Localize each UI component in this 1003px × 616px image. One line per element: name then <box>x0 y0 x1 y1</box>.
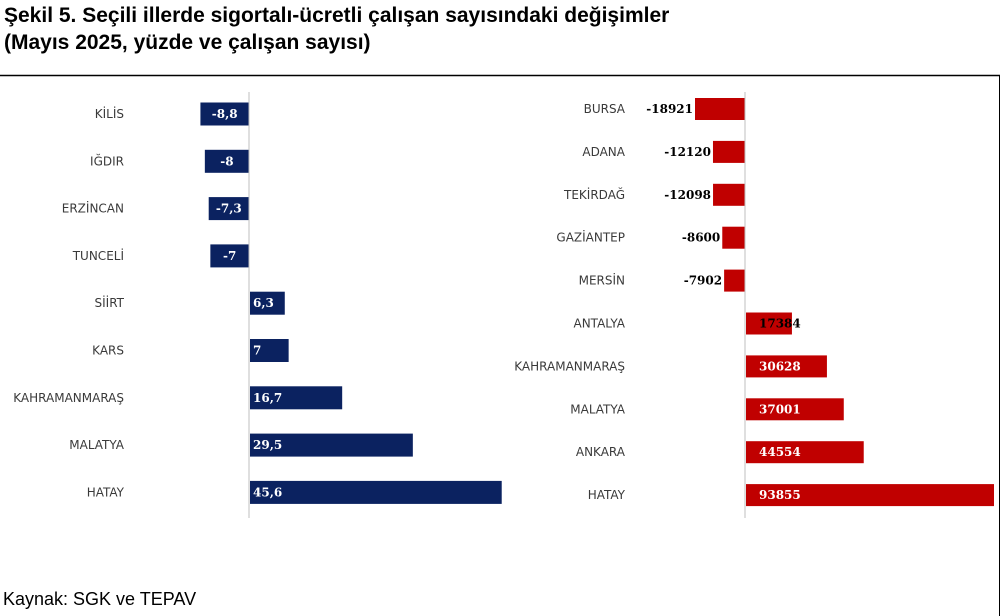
right-category-label: HATAY <box>588 488 626 502</box>
left-category-label: MALATYA <box>69 438 125 452</box>
right-bar-1 <box>695 98 745 120</box>
left-bar-7 <box>250 386 343 410</box>
left-bar-6 <box>250 339 289 362</box>
right-value-label: 37001 <box>759 402 801 416</box>
right-bar-4 <box>722 226 745 249</box>
right-bar-3 <box>713 183 745 206</box>
right-value-label: 44554 <box>759 445 801 459</box>
left-value-label: -8,8 <box>212 107 238 121</box>
right-bar-10 <box>746 484 994 507</box>
left-category-label: HATAY <box>87 485 125 499</box>
left-value-label: -8 <box>220 154 233 168</box>
chart-frame <box>0 75 1000 616</box>
right-value-label: -12098 <box>664 188 711 202</box>
left-value-label: -7,3 <box>216 202 242 216</box>
right-category-label: GAZİANTEP <box>556 230 625 245</box>
right-bar-8 <box>746 398 844 421</box>
left-category-label: TUNCELİ <box>72 248 124 263</box>
right-value-label: -18921 <box>646 102 693 116</box>
left-value-label: 6,3 <box>253 296 274 310</box>
right-bar-7 <box>746 355 827 378</box>
left-category-label: ERZİNCAN <box>62 201 124 216</box>
right-value-label: 17384 <box>759 317 801 331</box>
right-value-label: -8600 <box>682 231 720 245</box>
right-bar-2 <box>712 140 745 163</box>
right-category-label: MERSİN <box>579 273 625 288</box>
chart-title-line-2: (Mayıs 2025, yüzde ve çalışan sayısı) <box>4 31 371 54</box>
right-category-label: KAHRAMANMARAŞ <box>514 359 625 373</box>
chart-title-line-1: Şekil 5. Seçili illerde sigortalı-ücretl… <box>4 4 670 27</box>
left-bar-2 <box>204 149 249 173</box>
right-value-label: -7902 <box>684 274 722 288</box>
left-category-label: KARS <box>92 344 124 358</box>
right-value-label: -12120 <box>664 145 711 159</box>
left-bar-5 <box>250 291 285 315</box>
left-value-label: -7 <box>223 249 236 263</box>
source-note: Kaynak: SGK ve TEPAV <box>3 589 197 609</box>
left-category-label: SİİRT <box>95 295 125 310</box>
right-bar-5 <box>724 269 745 292</box>
right-category-label: ANTALYA <box>574 317 626 331</box>
right-category-label: TEKİRDAĞ <box>563 187 625 202</box>
right-bar-9 <box>746 441 864 464</box>
right-category-label: BURSA <box>584 102 626 116</box>
right-category-label: MALATYA <box>570 402 626 416</box>
left-value-label: 29,5 <box>253 438 282 452</box>
right-category-label: ANKARA <box>576 445 626 459</box>
left-category-label: KİLİS <box>95 106 124 121</box>
left-chart-percent: KİLİS -8,8 IĞDIR -8 ERZİNCAN -7,3 TUNCELİ -7 Sİİ… <box>13 92 502 518</box>
left-bar-4 <box>210 244 249 268</box>
left-value-label: 7 <box>253 344 261 358</box>
left-bar-9 <box>250 480 502 504</box>
right-bar-6 <box>746 312 792 335</box>
left-category-label: IĞDIR <box>90 153 124 168</box>
left-category-label: KAHRAMANMARAŞ <box>13 391 124 405</box>
right-value-label: 30628 <box>759 359 801 373</box>
right-chart-count: BURSA -18921 ADANA -12120 TEKİRDAĞ -12098 GAZİ… <box>514 92 994 518</box>
right-value-label: 93855 <box>759 488 801 502</box>
right-category-label: ADANA <box>582 145 625 159</box>
left-bar-1 <box>200 102 249 126</box>
left-bar-3 <box>208 197 249 221</box>
left-bar-8 <box>250 433 413 457</box>
left-value-label: 16,7 <box>253 391 282 405</box>
left-value-label: 45,6 <box>253 485 282 499</box>
